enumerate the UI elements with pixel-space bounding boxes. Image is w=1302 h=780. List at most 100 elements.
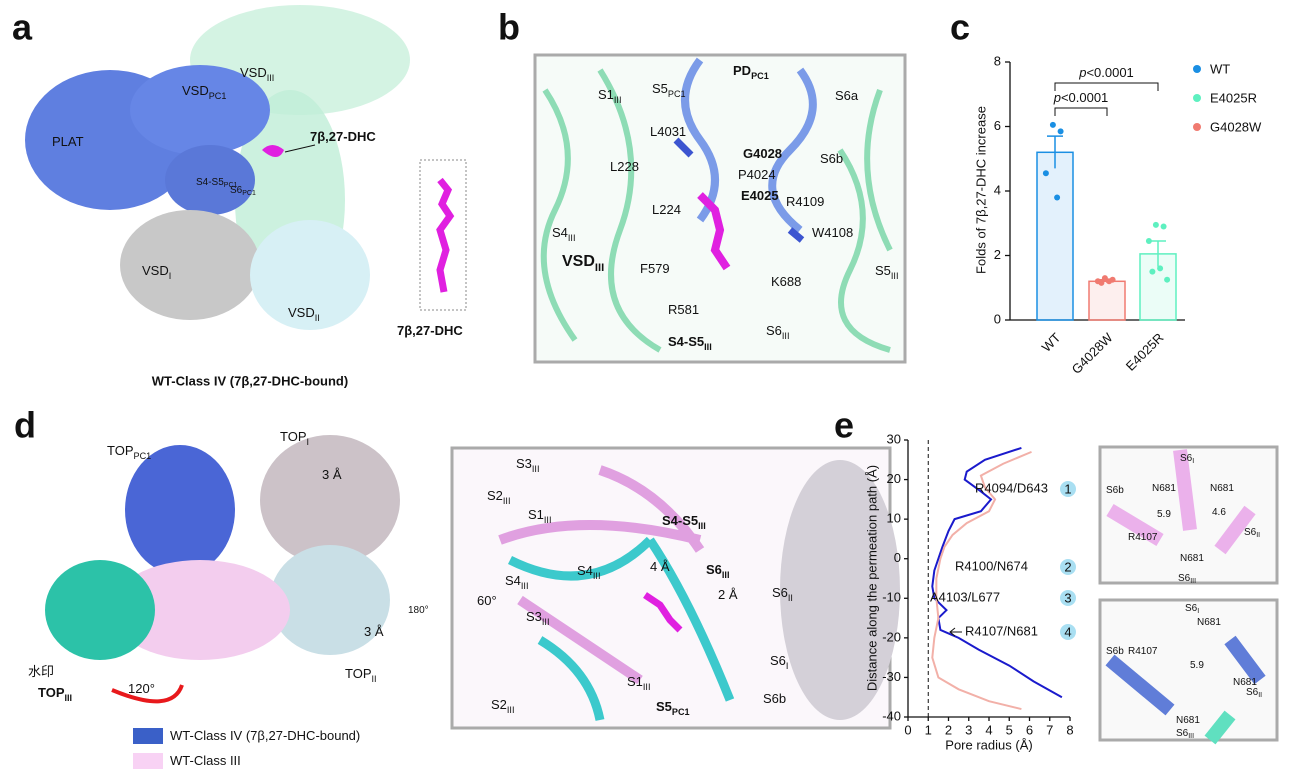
label-subscript: III [891,271,899,281]
site-badge [1060,559,1076,575]
label: 180° [408,605,429,616]
label: R4107 [1128,646,1158,657]
label-subscript: III [1188,733,1194,740]
label: VSDIII [562,253,604,274]
label: S4III [552,225,576,243]
label-text: S5 [652,81,668,96]
label-text: G4028 [743,146,782,161]
site-number: 3 [1064,590,1071,605]
label-subscript: III [722,570,730,580]
label: S6b [1106,485,1124,496]
label: S6I [770,653,788,671]
label-text: 7β,27-DHC [310,129,376,144]
label-text: VSD [142,263,169,278]
y-tick-label: 10 [887,511,901,526]
y-axis-label: Folds of 7β,27-DHC increase [973,106,988,274]
label: F579 [640,261,670,276]
panel-e-insets [1098,445,1279,745]
label-subscript: I [307,437,310,447]
data-point [1057,128,1064,135]
label: N681 [1152,483,1176,494]
significance-bracket [1054,82,1159,91]
label: TOPPC1 [107,443,151,461]
label-subscript: II [372,674,377,684]
y-tick-label: -30 [882,669,901,684]
label-text: 5.9 [1157,509,1171,520]
x-tick-label: 7 [1046,722,1053,737]
data-point [1042,170,1049,177]
label-text: 60° [477,593,497,608]
label-text: S6 [706,562,722,577]
label: VSDII [288,305,320,323]
label-text: K688 [771,274,801,289]
label-text: R4109 [786,194,824,209]
label: N681 [1176,715,1200,726]
y-tick-label: 20 [887,471,901,486]
label: S5III [875,263,899,281]
label-text: S6 [1178,573,1191,584]
label-text: S5 [875,263,891,278]
x-axis-label: Pore radius (Å) [945,737,1032,752]
label-text: S4-S5 [196,177,224,188]
label-text: VSD [288,305,315,320]
label-text: S4 [577,563,593,578]
legend-marker [1193,123,1201,131]
data-point [1106,278,1113,285]
label-text: S4 [505,573,521,588]
label: VSDI [142,263,171,281]
label: S3III [526,609,550,627]
label: 60° [477,593,497,608]
panel-label: e [834,405,854,446]
label: S6PC1 [230,185,256,198]
label-subscript: II [315,313,320,323]
label: S6b [1106,646,1124,657]
label: PLAT [52,134,84,149]
label-text: VSD [240,65,267,80]
label-subscript: III [698,521,706,531]
legend-label: WT [1210,61,1230,76]
label-subscript: III [503,496,511,506]
site-label: R4100/N674 [955,558,1028,573]
label-text: N681 [1152,483,1176,494]
label-text: R4107 [1128,646,1158,657]
site-badge [1060,590,1076,606]
label-subscript: I [169,271,172,281]
label-subscript: III [267,73,275,83]
label-subscript: PC1 [672,707,690,717]
label-text: S6b [820,151,843,166]
label: L224 [652,202,681,217]
label: S6III [1176,728,1194,741]
label-text: 3 Å [322,467,342,482]
label: PDPC1 [733,63,769,81]
panel-label: a [12,7,33,48]
label-text: S2 [491,697,507,712]
site-number: 1 [1064,481,1071,496]
label: S6II [1244,527,1260,540]
site-number: 2 [1064,559,1071,574]
label-subscript: III [65,693,73,703]
label-text: S2 [487,488,503,503]
legend-label: E4025R [1210,90,1257,105]
p-text: <0.0001 [1061,90,1108,105]
label-text: 7β,27-DHC [397,323,463,338]
label: S6b [820,151,843,166]
label-text: S6 [230,185,243,196]
data-point [1164,276,1171,283]
label-subscript: III [507,705,515,715]
y-tick-label: 30 [887,431,901,446]
p-value: p<0.0001 [1053,90,1109,105]
label-text: 4.6 [1212,507,1226,518]
data-point [1049,121,1056,128]
label-subscript: III [568,233,576,243]
label-text: W4108 [812,225,853,240]
label: S4III [505,573,529,591]
data-point [1157,265,1164,272]
label: S6a [835,88,859,103]
label-text: PD [733,63,751,78]
label: S4III [577,563,601,581]
label-text: L228 [610,159,639,174]
label: S1III [528,507,552,525]
label-text: S4 [552,225,568,240]
label: TOPII [345,666,377,684]
label-text: TOP [107,443,134,458]
